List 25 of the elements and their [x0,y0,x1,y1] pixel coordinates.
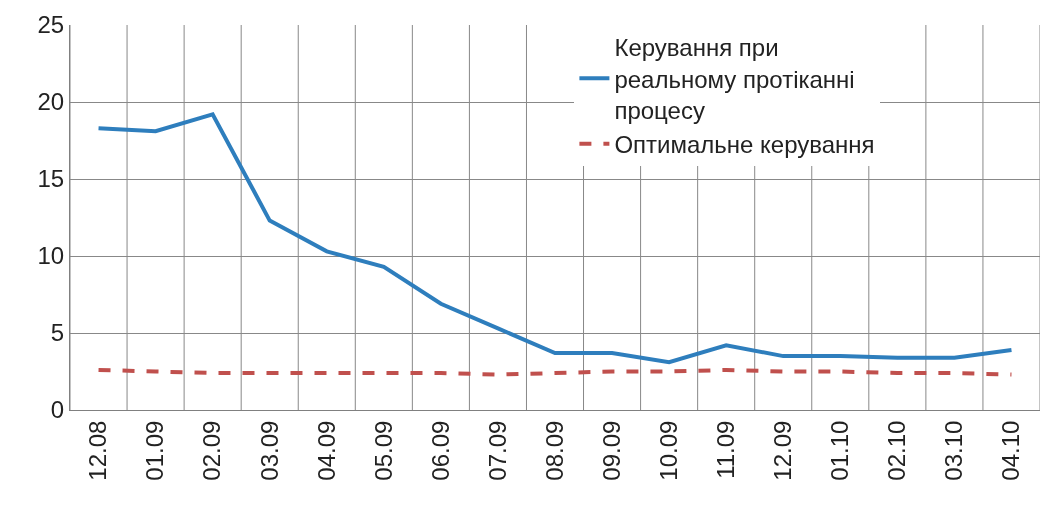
x-tick-label: 06.09 [426,420,454,481]
x-tick-label: 08.09 [540,420,568,481]
y-tick-label: 15 [37,165,65,193]
x-tick-label: 05.09 [369,420,397,481]
y-tick-label: 25 [37,11,65,39]
x-tick-label: 01.10 [826,420,854,481]
x-tick-label: 07.09 [483,420,511,481]
x-tick-label: 04.10 [997,420,1025,481]
y-tick-label: 20 [37,88,65,116]
x-tick-label: 11.09 [711,420,739,479]
legend-label: Керування при реальному протіканні процесу [614,34,855,124]
x-tick-label: 01.09 [141,420,169,481]
x-tick-label: 03.09 [255,420,283,481]
x-tick-label: 12.08 [84,420,112,481]
legend-label: Оптимальне керування [614,131,875,159]
x-tick-label: 10.09 [654,420,682,481]
x-tick-label: 02.10 [883,420,911,481]
y-tick-label: 5 [50,319,65,347]
y-tick-label: 10 [37,242,65,270]
x-tick-label: 02.09 [198,420,226,481]
x-tick-label: 12.09 [769,420,797,481]
x-tick-label: 09.09 [597,420,625,481]
x-tick-label: 03.10 [940,420,968,481]
x-tick-label: 04.09 [312,420,340,481]
y-tick-label: 0 [50,396,65,424]
